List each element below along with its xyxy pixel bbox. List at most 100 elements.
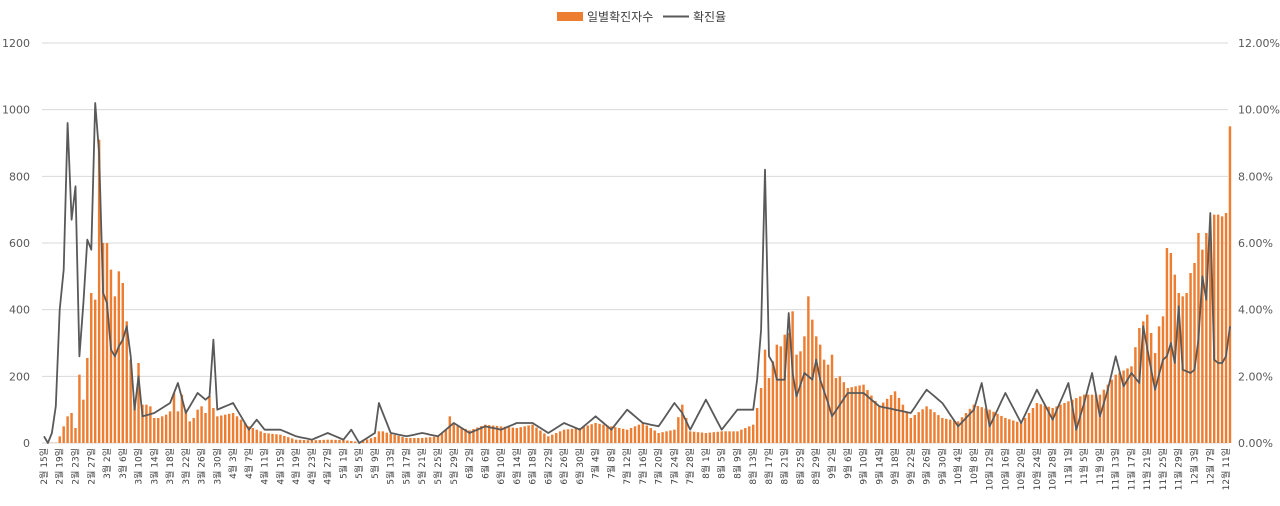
case-bar — [854, 386, 857, 443]
x-tick-label: 7월 20일 — [653, 448, 665, 485]
case-bar — [775, 344, 779, 443]
case-bar — [897, 398, 901, 443]
case-bar — [350, 441, 353, 443]
case-bar — [141, 404, 144, 443]
case-bar — [692, 431, 696, 443]
case-bar — [653, 430, 656, 443]
case-bar — [290, 438, 294, 443]
left-tick-label: 400 — [9, 304, 30, 317]
case-bar — [858, 385, 861, 443]
case-bar — [487, 425, 491, 443]
case-bar — [346, 440, 349, 443]
case-bar — [389, 434, 392, 443]
case-bar — [1126, 368, 1129, 443]
case-bar — [677, 417, 680, 443]
case-bar — [878, 406, 881, 443]
case-bar — [1047, 406, 1050, 443]
case-bar — [767, 378, 771, 443]
x-tick-label: 3월 10일 — [133, 448, 145, 485]
positivity-rate-line — [43, 102, 1231, 444]
x-tick-label: 3월 14일 — [148, 448, 160, 485]
left-tick-label: 600 — [9, 237, 30, 250]
case-bar — [298, 439, 302, 443]
x-tick-label: 11월 29일 — [1173, 448, 1185, 490]
case-bar — [744, 428, 747, 443]
x-tick-label: 2월 23일 — [70, 448, 82, 485]
case-bar — [921, 409, 924, 443]
x-tick-label: 9월 22일 — [905, 448, 917, 485]
x-tick-label: 2월 15일 — [38, 448, 50, 485]
case-bar — [732, 431, 735, 443]
case-bar — [306, 440, 310, 443]
case-bar — [822, 359, 826, 443]
case-bar — [1165, 248, 1169, 443]
case-bar — [980, 407, 983, 443]
case-bar — [1051, 408, 1054, 443]
case-bar — [787, 333, 790, 443]
case-bar — [109, 269, 113, 443]
x-tick-label: 7월 8일 — [605, 448, 617, 479]
case-bar — [531, 424, 534, 443]
case-bar — [125, 321, 128, 443]
case-bar — [310, 440, 314, 443]
case-bar — [606, 425, 609, 443]
case-bar — [539, 430, 542, 443]
case-bar — [318, 440, 322, 443]
x-tick-label: 8월 21일 — [779, 448, 791, 485]
case-bar — [968, 408, 972, 443]
legend-swatch-bar — [557, 12, 583, 21]
x-tick-label: 8월 13일 — [747, 448, 759, 485]
right-tick-label: 6.00% — [1238, 237, 1273, 250]
case-bar — [952, 420, 956, 443]
case-bar — [621, 428, 625, 443]
case-bar — [724, 431, 727, 443]
case-bar — [401, 437, 404, 443]
case-bar — [1004, 418, 1007, 443]
case-bar — [326, 439, 329, 443]
case-bar — [164, 414, 168, 443]
case-bar — [929, 409, 932, 443]
case-bar — [925, 406, 928, 443]
case-bar — [1161, 316, 1165, 443]
case-bar — [117, 271, 121, 443]
case-bar — [1031, 408, 1035, 443]
case-bar — [464, 428, 467, 443]
case-bar — [149, 406, 152, 443]
case-bar — [168, 411, 172, 443]
case-bar — [633, 426, 637, 443]
x-tick-label: 9월 2일 — [826, 448, 838, 479]
case-bar — [519, 427, 522, 443]
x-tick-label: 7월 16일 — [637, 448, 649, 485]
x-tick-label: 11월 17일 — [1126, 448, 1138, 490]
case-bar — [815, 336, 818, 443]
case-bar — [574, 428, 578, 443]
case-bar — [917, 412, 920, 443]
case-bar — [58, 436, 61, 443]
case-bar — [121, 283, 124, 443]
case-bar — [330, 439, 333, 443]
case-bar — [499, 426, 503, 443]
left-tick-label: 1200 — [2, 37, 30, 50]
case-bar — [554, 433, 558, 443]
x-tick-label: 10월 16일 — [999, 448, 1011, 490]
x-tick-label: 9월 26일 — [921, 448, 933, 485]
case-bar — [558, 431, 562, 443]
case-bar — [243, 423, 247, 443]
x-tick-label: 11월 25일 — [1157, 448, 1169, 490]
case-bar — [976, 405, 980, 443]
case-bar — [322, 439, 325, 443]
case-bar — [866, 390, 869, 443]
case-bar — [562, 429, 566, 443]
case-bar — [515, 428, 519, 443]
case-bar — [527, 425, 530, 443]
case-bar — [1043, 405, 1047, 443]
case-bar — [263, 433, 266, 443]
case-bar — [913, 415, 916, 443]
case-bar — [945, 418, 948, 443]
case-bar — [235, 416, 239, 443]
case-bar — [417, 438, 420, 443]
x-tick-label: 4월 19일 — [290, 448, 302, 485]
right-tick-label: 4.00% — [1238, 304, 1273, 317]
x-tick-label: 10월 4일 — [952, 448, 964, 485]
case-bar — [78, 374, 81, 443]
